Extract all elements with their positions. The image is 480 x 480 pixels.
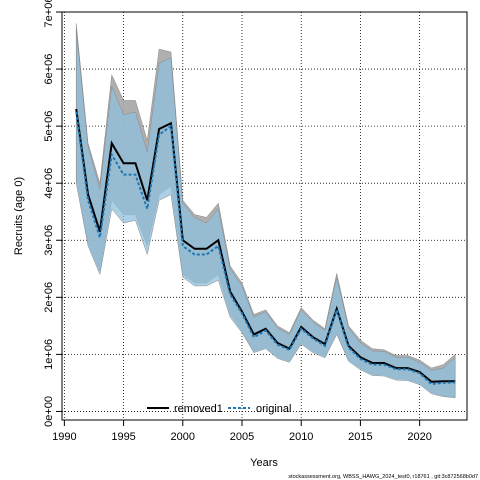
legend: removed1 original [147,403,291,415]
y-tick-label: 2e+06 [43,282,55,313]
x-tick-label: 1990 [52,431,76,443]
legend-label-original: original [256,403,291,415]
confidence-bands [75,23,456,399]
y-tick-label: 7e+06 [43,0,55,27]
y-tick-label: 5e+06 [43,111,55,142]
x-tick-label: 2015 [348,431,372,443]
x-tick-label: 2020 [407,431,431,443]
y-axis-title: Recruits (age 0) [13,177,25,255]
y-axis: 0e+00 1e+06 2e+06 3e+06 4e+06 5e+06 6e+06 7e+06 [43,0,62,427]
line-removed1 [75,108,456,383]
legend-label-removed1: removed1 [174,403,223,415]
line-original [75,111,456,386]
y-tick-label: 3e+06 [43,225,55,256]
x-tick-label: 1995 [111,431,135,443]
x-tick-label: 2005 [230,431,254,443]
footer-credit: stockassessment.org, WBSS_HAWG_2024_test… [288,474,478,480]
x-axis: 1990 1995 2000 2005 2010 2015 2020 [52,420,432,443]
x-axis-title: Years [250,457,278,469]
y-tick-label: 4e+06 [43,168,55,199]
x-tick-label: 2010 [289,431,313,443]
band-original [75,29,456,399]
y-tick-label: 1e+06 [43,339,55,370]
x-tick-label: 2000 [171,431,195,443]
y-tick-label: 6e+06 [43,54,55,85]
series-lines [75,108,456,386]
plot-frame [61,11,468,421]
y-tick-label: 0e+00 [43,396,55,427]
